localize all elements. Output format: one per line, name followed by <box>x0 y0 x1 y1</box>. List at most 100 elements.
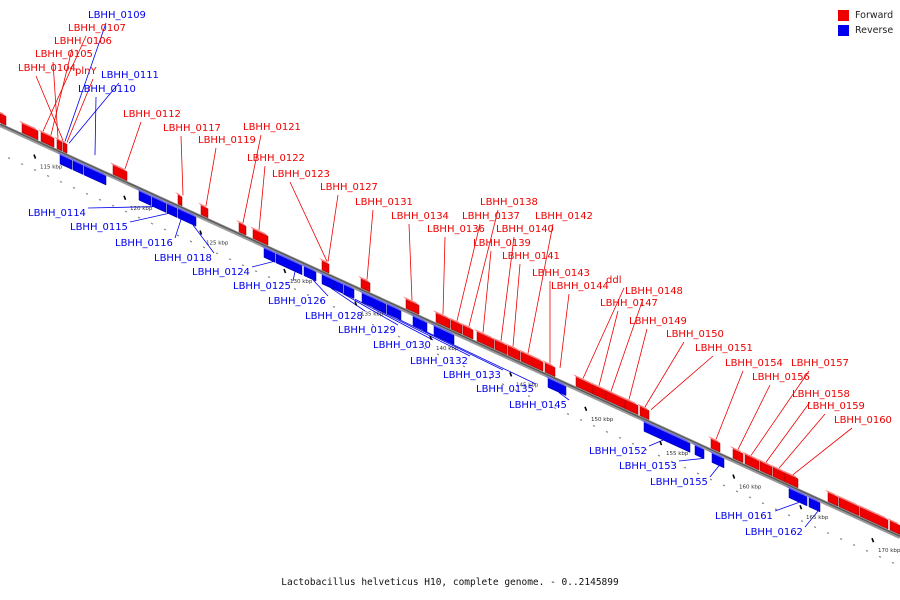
gene-label-forward: LBHH_0156 <box>752 372 810 383</box>
track-dot <box>163 228 167 231</box>
forward-gene-block <box>405 298 420 315</box>
tick-label: 155 kbp <box>666 451 689 457</box>
leader-line-forward <box>205 147 217 206</box>
forward-gene-top <box>887 517 900 526</box>
forward-gene-top <box>54 136 62 142</box>
tick-mark <box>429 335 433 341</box>
gene-label-reverse: LBHH_0124 <box>192 267 250 278</box>
tick-label: 120 kbp <box>130 206 153 212</box>
gene-label-reverse: LBHH_0153 <box>619 461 677 472</box>
gene-label-forward: LBHH_0105 <box>35 49 93 60</box>
track-dot <box>488 377 492 380</box>
track-dot <box>462 365 466 368</box>
leader-line-reverse <box>397 318 504 371</box>
reverse-gene-block <box>151 196 167 213</box>
track-dot <box>72 186 76 189</box>
leader-line-reverse <box>709 465 720 478</box>
reverse-gene-top <box>164 200 177 209</box>
leader-line-forward <box>242 134 262 223</box>
forward-gene-top <box>319 257 329 265</box>
gene-label-forward: LBHH_0138 <box>480 197 538 208</box>
forward-gene-block <box>744 454 760 471</box>
tick-mark <box>199 230 203 235</box>
gene-label-reverse: LBHH_0110 <box>78 84 136 95</box>
forward-gene-top <box>542 359 555 368</box>
reverse-gene-top <box>341 281 354 290</box>
leader-line-forward <box>66 78 94 143</box>
forward-gene-top <box>236 219 246 227</box>
track-dot <box>657 454 661 457</box>
reverse-gene-top <box>709 450 724 459</box>
forward-gene-top <box>742 451 759 461</box>
leader-line-forward <box>289 181 328 262</box>
track-dot <box>670 460 674 463</box>
track-dot <box>98 198 102 201</box>
forward-gene-top <box>770 464 785 473</box>
tick-label: 130 kbp <box>290 279 313 285</box>
leader-line-forward <box>500 236 515 342</box>
track-dot <box>813 526 817 529</box>
leader-line-reverse <box>774 502 800 512</box>
track-dot <box>176 234 180 237</box>
track-dot <box>358 317 362 320</box>
track-dot <box>20 163 24 166</box>
reverse-gene-top <box>545 375 566 387</box>
leader-line-forward <box>35 75 64 141</box>
leader-line-forward <box>408 223 413 301</box>
leader-line-reverse <box>129 213 169 223</box>
gene-label-forward: LBHH_0149 <box>629 316 687 327</box>
leader-line-reverse <box>174 219 182 239</box>
track-dot <box>527 395 531 398</box>
legend-swatch-reverse <box>838 25 849 36</box>
leader-line-forward <box>737 384 771 450</box>
forward-gene-top <box>433 310 450 320</box>
track-dot <box>202 246 206 249</box>
forward-gene-top <box>505 343 520 352</box>
track-dot <box>501 383 505 386</box>
forward-gene-block <box>321 260 330 274</box>
reverse-gene-top <box>331 277 343 285</box>
leader-line-reverse <box>292 271 296 282</box>
gene-label-forward: LBHH_0148 <box>625 286 683 297</box>
gene-label-forward: LBHH_0112 <box>123 109 181 120</box>
scale-ticks: 115 kbp 120 kbp 125 kbp 130 kbp 135 kbp 140 k… <box>33 154 900 554</box>
gene-label-forward: LBHH_0150 <box>666 329 724 340</box>
forward-gene-top <box>403 296 419 306</box>
track-dot <box>514 389 518 392</box>
tick-label: 135 kbp <box>361 312 384 318</box>
legend-swatch-forward <box>838 10 849 21</box>
track-dot <box>228 258 232 261</box>
tick-label: 150 kbp <box>591 417 614 423</box>
track-dot <box>449 359 453 362</box>
gene-label-forward: LBHH_0107 <box>68 23 126 34</box>
forward-gene-top <box>573 374 593 385</box>
reverse-gene-top <box>261 245 275 254</box>
gene-label-forward: LBHH_0142 <box>535 211 593 222</box>
leader-line-reverse <box>64 22 107 142</box>
forward-gene-block <box>520 351 544 372</box>
track-dot <box>631 442 635 445</box>
gene-label-forward: LBHH_0144 <box>551 281 609 292</box>
track-dot <box>826 532 830 535</box>
forward-gene-top <box>250 226 268 237</box>
leader-line-forward <box>366 209 374 280</box>
track-dot <box>215 252 219 255</box>
gene-label-reverse: LBHH_0115 <box>70 222 128 233</box>
legend-item-forward: Forward <box>838 8 893 23</box>
leader-line-forward <box>442 236 446 315</box>
leader-line-reverse <box>678 458 704 462</box>
leader-line-reverse <box>94 96 97 156</box>
gene-blocks <box>0 111 900 535</box>
gene-label-reverse: LBHH_0133 <box>443 370 501 381</box>
reverse-gene-block <box>263 247 276 263</box>
leader-line-reverse <box>354 298 434 341</box>
track-dot <box>371 323 375 326</box>
track-dot <box>345 311 349 314</box>
leader-line-forward <box>610 298 644 392</box>
tick-mark <box>509 372 513 377</box>
forward-gene-block <box>112 164 128 182</box>
leader-line-forward <box>327 194 339 262</box>
legend-label-reverse: Reverse <box>855 25 894 36</box>
forward-gene-top <box>782 469 798 479</box>
gene-label-reverse: LBHH_0109 <box>88 10 146 21</box>
